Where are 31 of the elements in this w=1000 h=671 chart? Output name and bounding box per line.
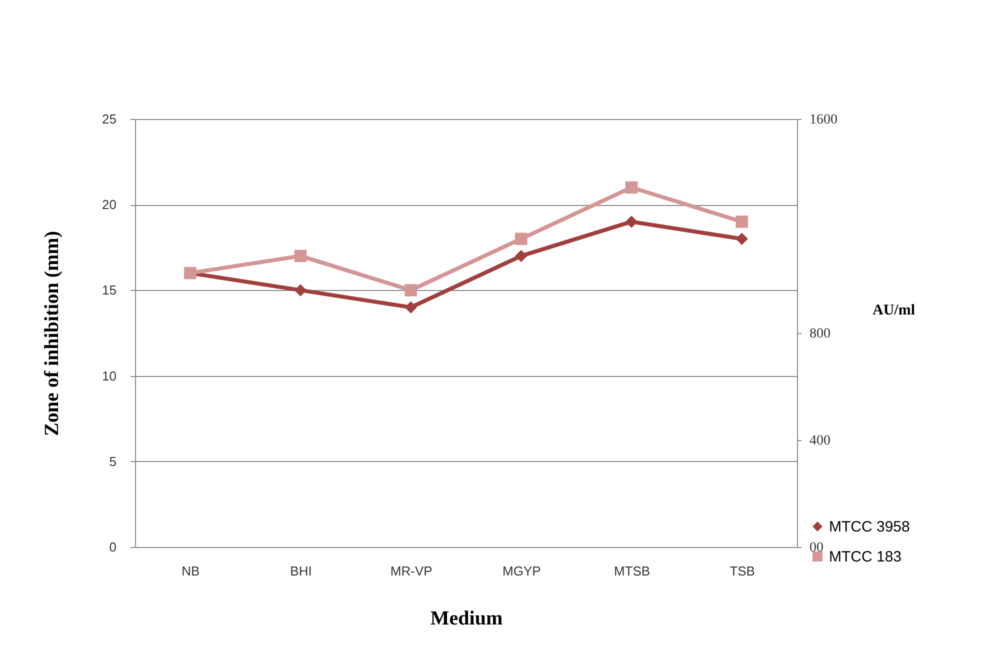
legend-label: MTCC 3958	[829, 518, 910, 536]
x-tick-label: MR-VP	[390, 564, 432, 578]
point	[515, 250, 528, 262]
y-tick-label: 15	[102, 282, 116, 298]
point	[736, 232, 748, 245]
point	[294, 250, 307, 262]
y2-tick-label: 1600	[810, 112, 838, 128]
point	[404, 284, 417, 296]
x-axis-title: Medium	[430, 608, 503, 630]
point	[515, 232, 528, 245]
x-tick-label: MTSB	[614, 564, 650, 578]
y-tick-label: 20	[102, 197, 116, 212]
y-tick-label: 5	[109, 454, 116, 469]
point	[294, 284, 307, 296]
point	[736, 216, 748, 228]
y-axis-title: Zone of inhibition (mm)	[41, 230, 64, 436]
y-tick-label: 0	[109, 540, 116, 554]
point	[625, 216, 638, 228]
point	[404, 301, 417, 314]
y-tick-label: 10	[102, 368, 116, 384]
y2-tick-label: 800	[810, 326, 830, 342]
y2-axis-title: AU/ml	[872, 302, 915, 318]
y-tick-label: 25	[102, 112, 116, 126]
y2-tick-label: 400	[810, 434, 830, 448]
x-tick-label: BHI	[290, 564, 312, 578]
y2-tick-label: 00	[810, 540, 824, 556]
x-tick-label: NB	[182, 564, 200, 578]
point	[625, 181, 638, 194]
x-tick-label: TSB	[730, 564, 755, 578]
legend-label: MTCC 183	[829, 548, 902, 566]
x-tick-label: MGYP	[502, 564, 541, 578]
